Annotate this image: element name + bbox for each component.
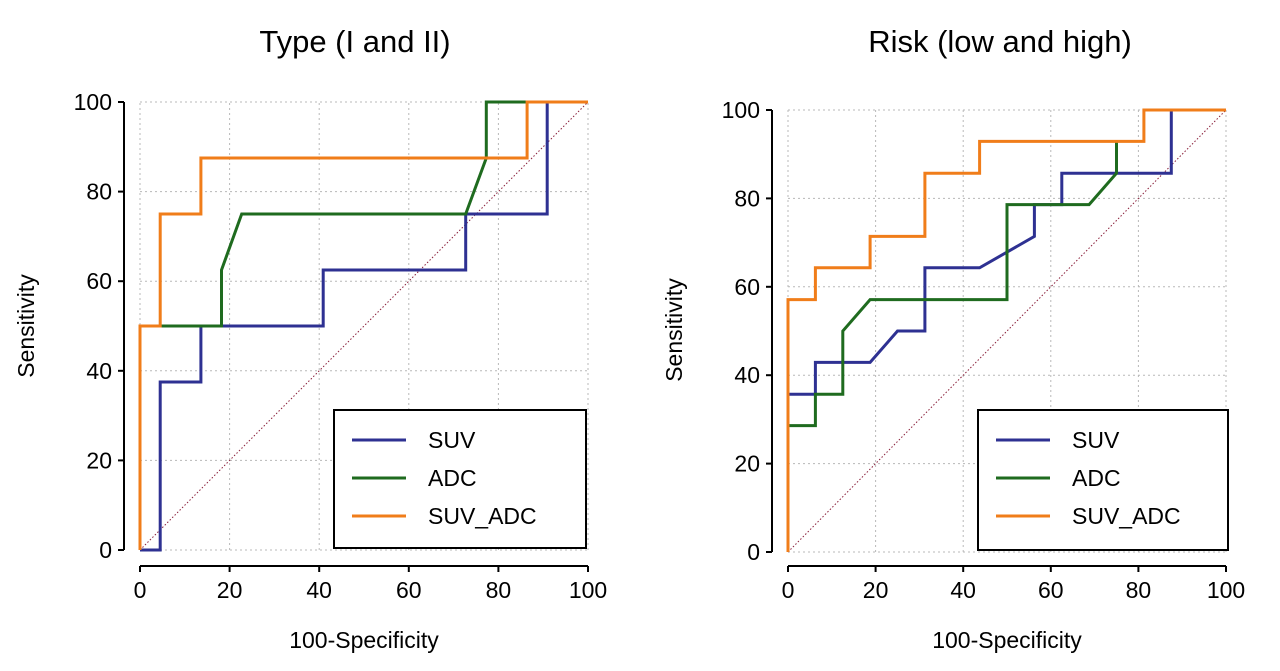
x-axis-label: 100-Specificity bbox=[289, 627, 439, 653]
series-line-suv-adc bbox=[786, 108, 1226, 552]
legend-label: SUV_ADC bbox=[1072, 503, 1181, 529]
x-tick-label: 60 bbox=[1038, 577, 1064, 603]
y-tick-label: 60 bbox=[734, 274, 760, 300]
legend-label: SUV_ADC bbox=[428, 503, 537, 529]
x-tick-label: 40 bbox=[306, 577, 332, 603]
x-tick-label: 60 bbox=[396, 577, 422, 603]
x-tick-label: 20 bbox=[863, 577, 889, 603]
reference-diagonal bbox=[139, 101, 589, 551]
chart-title: Risk (low and high) bbox=[868, 24, 1132, 59]
y-tick-label: 40 bbox=[734, 362, 760, 388]
x-tick-label: 0 bbox=[134, 577, 147, 603]
x-tick-label: 0 bbox=[782, 577, 795, 603]
legend-label: SUV bbox=[428, 427, 476, 453]
y-tick-label: 0 bbox=[99, 537, 112, 563]
y-tick-label: 60 bbox=[86, 268, 112, 294]
y-tick-label: 20 bbox=[86, 447, 112, 473]
roc-chart-1: Type (I and II) 0 20 40 60 80 100 0 20 40 60 80 100 1… bbox=[13, 24, 607, 653]
chart-title: Type (I and II) bbox=[259, 24, 450, 59]
legend: SUV ADC SUV_ADC bbox=[977, 409, 1229, 551]
series-line-suv bbox=[140, 102, 549, 552]
x-tick-label: 80 bbox=[486, 577, 512, 603]
x-tick-label: 100 bbox=[569, 577, 607, 603]
roc-chart-2: Risk (low and high) 0 20 40 60 80 100 0 20 40 60 80… bbox=[661, 24, 1245, 653]
series-line-adc bbox=[140, 100, 588, 328]
x-tick-label: 40 bbox=[950, 577, 976, 603]
x-tick-label: 100 bbox=[1207, 577, 1245, 603]
x-tick-label: 20 bbox=[217, 577, 243, 603]
y-axis-label: Sensitivity bbox=[661, 278, 687, 382]
legend-label: ADC bbox=[1072, 465, 1121, 491]
x-axis-label: 100-Specificity bbox=[932, 627, 1082, 653]
legend: SUV ADC SUV_ADC bbox=[333, 409, 587, 549]
series-line-suv-adc bbox=[138, 100, 588, 550]
y-tick-label: 20 bbox=[734, 451, 760, 477]
legend-label: SUV bbox=[1072, 427, 1120, 453]
y-tick-label: 0 bbox=[747, 539, 760, 565]
y-tick-label: 100 bbox=[74, 89, 112, 115]
y-tick-label: 40 bbox=[86, 358, 112, 384]
x-tick-label: 80 bbox=[1126, 577, 1152, 603]
series-line-adc bbox=[788, 141, 1118, 428]
legend-box bbox=[977, 409, 1229, 551]
y-axis-label: Sensitivity bbox=[13, 274, 39, 378]
reference-diagonal bbox=[787, 109, 1227, 553]
y-tick-label: 80 bbox=[734, 185, 760, 211]
legend-label: ADC bbox=[428, 465, 477, 491]
y-tick-label: 80 bbox=[86, 179, 112, 205]
series-line-suv bbox=[788, 110, 1173, 396]
y-tick-label: 100 bbox=[722, 97, 760, 123]
